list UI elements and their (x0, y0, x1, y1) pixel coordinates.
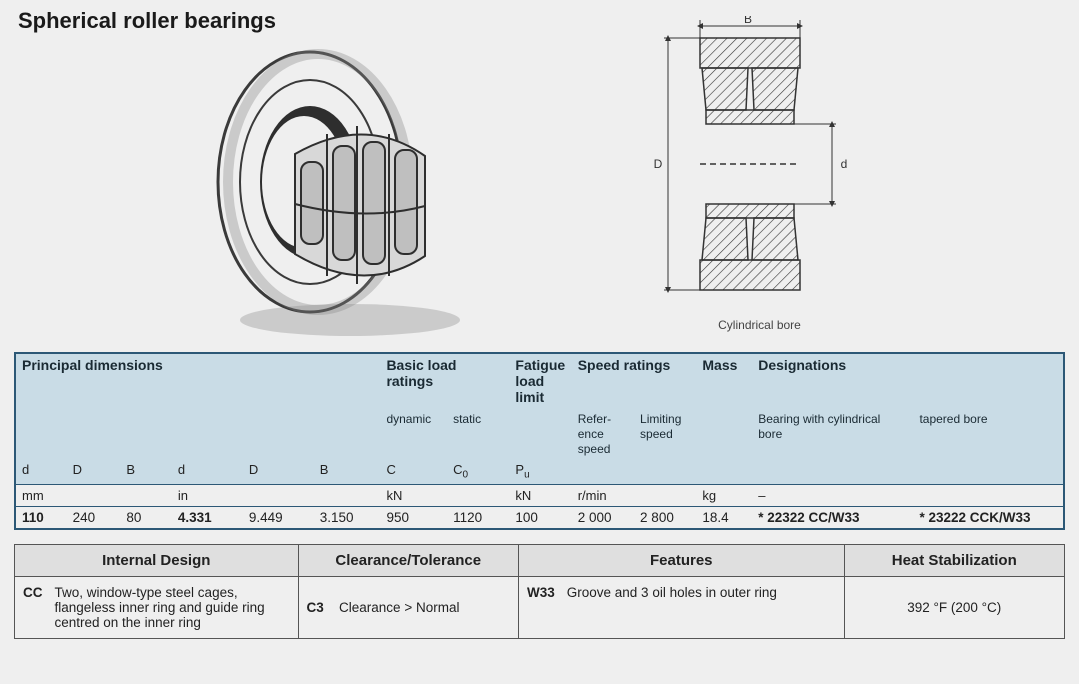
unit-kN1: kN (380, 484, 509, 506)
val-mass: 18.4 (696, 506, 752, 529)
cell-clearance: C3 Clearance > Normal (298, 576, 519, 638)
sub-dyn: dynamic (386, 412, 431, 426)
sub-ref: Refer-ence speed (578, 412, 611, 456)
unit-kN2: kN (509, 484, 571, 506)
unit-mm: mm (15, 484, 172, 506)
sym-C: C (380, 459, 447, 484)
sym-d-mm: d (15, 459, 67, 484)
sym-B-mm: B (120, 459, 172, 484)
val-D-mm: 240 (67, 506, 121, 529)
dim-B-label: B (743, 16, 751, 26)
unit-in: in (172, 484, 381, 506)
cell-features: W33 Groove and 3 oil holes in outer ring (519, 576, 845, 638)
sym-D-mm: D (67, 459, 121, 484)
val-Pu: 100 (509, 506, 571, 529)
dim-D-label: D (653, 157, 662, 171)
specification-table: Principal dimensions Basic load ratings … (14, 352, 1065, 530)
val-D-in: 9.449 (243, 506, 314, 529)
unit-dash: – (752, 484, 1064, 506)
val-refspeed: 2 000 (572, 506, 634, 529)
val-C0: 1120 (447, 506, 509, 529)
hdr-internal: Internal Design (15, 544, 299, 576)
sym-Pu: Pu (509, 459, 571, 484)
unit-kg: kg (696, 484, 752, 506)
cell-heat: 392 °F (200 °C) (844, 576, 1065, 638)
val-d-in: 4.331 (172, 506, 243, 529)
sym-B-in: B (314, 459, 381, 484)
hdr-features: Features (519, 544, 845, 576)
hdr-mass: Mass (702, 357, 737, 373)
val-B-mm: 80 (120, 506, 172, 529)
features-table: Internal Design Clearance/Tolerance Feat… (14, 544, 1065, 639)
val-B-in: 3.150 (314, 506, 381, 529)
sub-tapb: tapered bore (919, 412, 987, 426)
hdr-basicload: Basic load ratings (386, 357, 456, 389)
bearing-render (190, 32, 490, 342)
hdr-heat: Heat Stabilization (844, 544, 1065, 576)
sym-d-in: d (172, 459, 243, 484)
val-desig-cyl: * 22322 CC/W33 (752, 506, 913, 529)
dim-d-label: d (840, 157, 847, 171)
hdr-speed: Speed ratings (578, 357, 671, 373)
val-d-mm: 110 (15, 506, 67, 529)
hdr-fatigue: Fatigue load limit (515, 357, 565, 405)
sub-lim: Limiting speed (640, 412, 681, 441)
diagram-caption: Cylindrical bore (630, 318, 890, 332)
val-C: 950 (380, 506, 447, 529)
hdr-principal: Principal dimensions (22, 357, 163, 373)
unit-rmin: r/min (572, 484, 697, 506)
hero-images: B D d Cylindrical bore (14, 20, 1065, 350)
hdr-desig: Designations (758, 357, 846, 373)
sub-stat: static (453, 412, 481, 426)
sym-C0: C0 (447, 459, 509, 484)
bearing-cross-section: B D d (630, 16, 890, 316)
val-limspeed: 2 800 (634, 506, 696, 529)
sub-cylb: Bearing with cylindrical bore (758, 412, 880, 441)
val-desig-tap: * 23222 CCK/W33 (913, 506, 1064, 529)
cell-internal: CC Two, window-type steel cages, flangel… (15, 576, 299, 638)
hdr-clearance: Clearance/Tolerance (298, 544, 519, 576)
sym-D-in: D (243, 459, 314, 484)
